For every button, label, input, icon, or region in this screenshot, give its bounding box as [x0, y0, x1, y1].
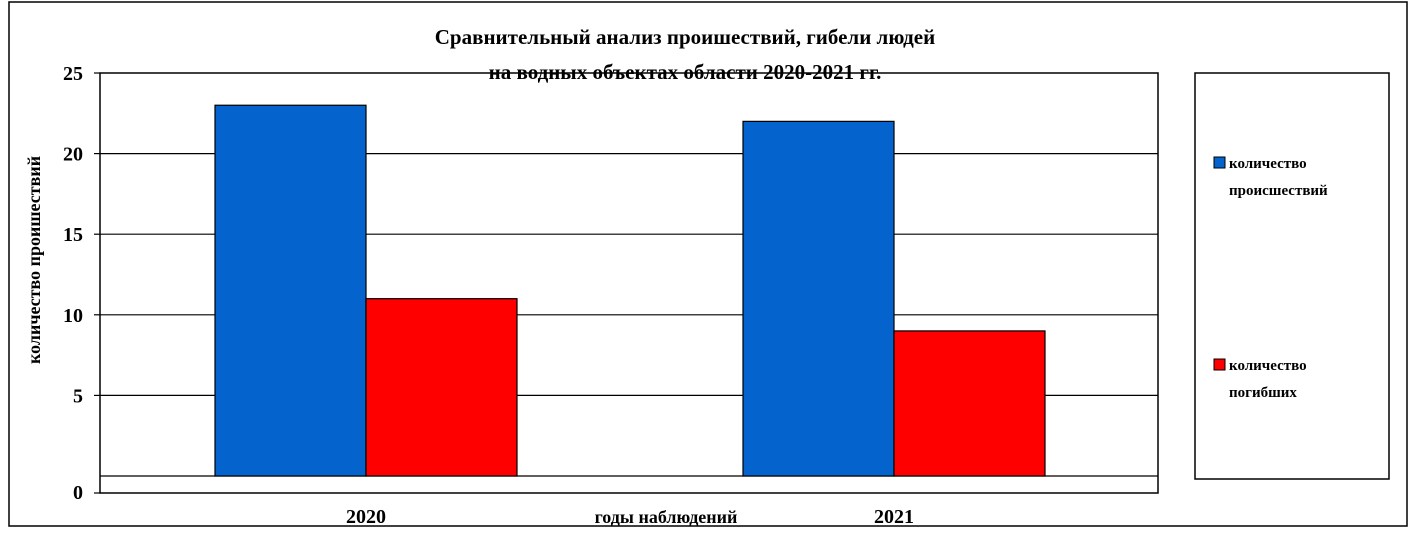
y-tick-labels: 0 5 10 15 20 25: [63, 63, 100, 504]
x-tick-labels: 2020 2021: [346, 506, 914, 528]
legend-label-incidents-line-1: количество: [1229, 156, 1307, 172]
chart-title-line-2: на водных объектах области 2020-2021 гг.: [489, 60, 882, 84]
x-tick-label: 2021: [874, 506, 914, 528]
chart-title-line-1: Сравнительный анализ проишествий, гибели…: [435, 25, 935, 49]
legend-label-deaths-line-1: количество: [1229, 358, 1307, 374]
bar-2021-series-2: [893, 330, 1046, 477]
bar-2020-series-2: [365, 298, 518, 477]
y-axis-label: количество проишествий: [24, 156, 44, 364]
y-tick-label: 20: [63, 144, 83, 166]
bar-2021-series-1: [742, 120, 895, 477]
x-axis-label: годы наблюдений: [595, 507, 738, 527]
legend-swatch-incidents: [1213, 156, 1226, 169]
y-tick-label: 10: [63, 305, 83, 327]
legend-label-deaths-line-2: погибших: [1229, 385, 1297, 401]
legend-box: [1194, 72, 1390, 480]
legend-label-incidents-line-2: происшествий: [1229, 183, 1328, 199]
bars: [214, 104, 1046, 477]
x-tick-label: 2020: [346, 506, 386, 528]
bar-2020-series-1: [214, 104, 367, 477]
y-tick-label: 15: [63, 224, 83, 246]
legend-swatch-deaths: [1213, 358, 1226, 371]
y-tick-label: 0: [73, 482, 83, 504]
y-tick-label: 25: [63, 63, 83, 85]
y-tick-label: 5: [73, 385, 83, 407]
